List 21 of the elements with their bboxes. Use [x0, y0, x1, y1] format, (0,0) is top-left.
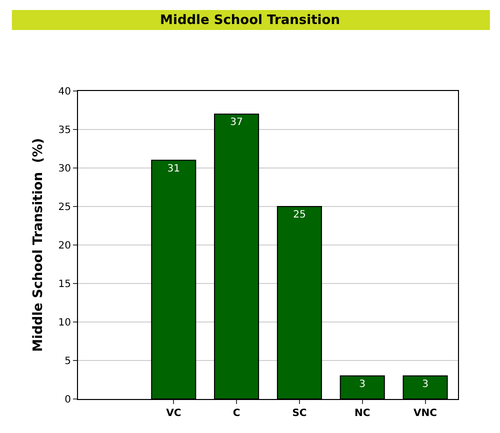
data-label: 25 [293, 210, 306, 220]
chart-title: Middle School Transition [160, 13, 340, 28]
data-label: 3 [359, 378, 366, 390]
y-tick-label: 25 [58, 202, 71, 213]
y-tick-label: 35 [58, 125, 71, 136]
data-label: 37 [230, 117, 243, 128]
x-tick-label: C [232, 408, 240, 419]
x-tick-label: VNC [414, 408, 438, 419]
y-tick-label: 40 [58, 86, 71, 98]
y-tick-label: 0 [64, 394, 71, 406]
y-tick-label: 15 [58, 279, 71, 290]
data-label: 3 [422, 378, 428, 390]
y-tick-label: 10 [58, 318, 71, 328]
y-tick-label: 20 [58, 240, 71, 252]
y-tick-label: 5 [64, 356, 71, 367]
data-label: 31 [167, 163, 180, 174]
y-axis-title: Middle School Transition (%) [31, 138, 46, 352]
y-tick-label: 30 [58, 164, 71, 174]
x-tick-label: SC [292, 408, 307, 419]
x-tick-label: NC [354, 408, 370, 419]
x-tick-label: VC [166, 408, 182, 419]
